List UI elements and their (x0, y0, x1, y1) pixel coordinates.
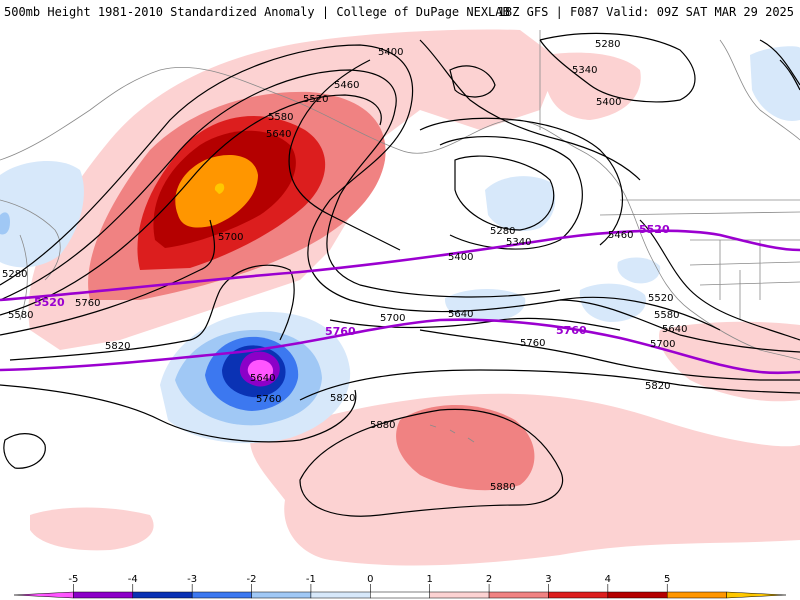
colorbar-swatch (370, 591, 430, 599)
colorbar-swatch (726, 591, 787, 599)
anomaly-area-pos3 (30, 507, 154, 551)
contour-label: 5580 (654, 310, 679, 321)
colorbar-swatch (607, 591, 668, 599)
contour-label: 5640 (250, 373, 275, 384)
purple-contour-5760 (0, 318, 800, 375)
purple-contours (0, 229, 800, 375)
colorbar-ticks: -5 -4 -3 -2 -1 0 1 2 3 4 5 (68, 574, 670, 592)
contour-label: 5520 (303, 94, 328, 105)
anomaly-area-pos7 (396, 405, 535, 491)
contour-label: 5460 (334, 80, 359, 91)
height-contours (0, 32, 800, 517)
colorbar-tick-label: 3 (545, 574, 551, 585)
anomaly-area-neg2 (0, 212, 10, 235)
anomaly-area-neg13 (750, 46, 800, 121)
contour-label: 5640 (448, 309, 473, 320)
colorbar-tick-label: 0 (367, 574, 373, 585)
contour-label: 5580 (8, 310, 33, 321)
contour-label: 5520 (648, 293, 673, 304)
colorbar-tick-label: -1 (306, 574, 316, 585)
colorbar: -5 -4 -3 -2 -1 0 1 2 3 4 5 (13, 574, 787, 599)
anomaly-area-pos4 (659, 321, 800, 402)
contour-label: 5340 (572, 65, 597, 76)
contour-label: 5820 (645, 381, 670, 392)
colorbar-swatch (13, 591, 74, 599)
colorbar-swatch (191, 591, 252, 599)
purple-contour-label: 5760 (325, 325, 356, 338)
contour-label: 5880 (370, 420, 395, 431)
contour-label: 5280 (595, 39, 620, 50)
contour-label: 5880 (490, 482, 515, 493)
purple-contour-label: 5520 (639, 223, 670, 236)
colorbar-tick-label: 1 (427, 574, 433, 585)
colorbar-swatch (666, 591, 727, 599)
colorbar-swatches (13, 591, 787, 599)
anomaly-area-pos11 (214, 183, 225, 194)
contour-label: 5640 (662, 324, 687, 335)
contour-label: 5640 (266, 129, 291, 140)
colorbar-tick-label: -5 (68, 574, 78, 585)
contour-label: 5340 (506, 237, 531, 248)
header: 500mb Height 1981-2010 Standardized Anom… (0, 0, 800, 24)
colorbar-tick-label: -2 (247, 574, 257, 585)
contour-label: 5760 (75, 298, 100, 309)
contour-label: 5700 (650, 339, 675, 350)
colorbar-swatch (73, 591, 134, 599)
anomaly-map: 5400 5280 5340 5400 5460 5520 5580 5640 … (0, 29, 800, 566)
contour-label: 5460 (608, 230, 633, 241)
contour-label: 5400 (448, 252, 473, 263)
colorbar-swatch (132, 591, 193, 599)
contour-label: 5280 (490, 226, 515, 237)
purple-contour-labels: 5520 5520 5760 5760 (34, 223, 670, 338)
colorbar-tick-label: 2 (486, 574, 492, 585)
colorbar-swatch (429, 591, 490, 599)
contour-label: 5820 (105, 341, 130, 352)
colorbar-tick-label: -3 (187, 574, 197, 585)
colorbar-swatch (251, 591, 312, 599)
colorbar-tick-label: 4 (605, 574, 611, 585)
colorbar-tick-label: -4 (128, 574, 138, 585)
colorbar-tick-label: 5 (664, 574, 670, 585)
purple-contour-label: 5520 (34, 296, 65, 309)
map-title: 500mb Height 1981-2010 Standardized Anom… (4, 5, 510, 19)
purple-contour-label: 5760 (556, 324, 587, 337)
contour-label: 5280 (2, 269, 27, 280)
contour-label: 5760 (520, 338, 545, 349)
anomaly-area-neg8 (247, 359, 274, 381)
contour-label: 5820 (330, 393, 355, 404)
anomaly-area-neg11 (579, 283, 646, 322)
contour-label: 5700 (380, 313, 405, 324)
anomaly-area-neg9 (485, 176, 556, 232)
purple-contour-5520 (0, 229, 800, 302)
contour-label: 5400 (596, 97, 621, 108)
anomaly-shading (0, 29, 800, 566)
contour-label: 5580 (268, 112, 293, 123)
contour-labels: 5400 5280 5340 5400 5460 5520 5580 5640 … (2, 39, 687, 493)
contour-label: 5760 (256, 394, 281, 405)
colorbar-swatch (548, 591, 609, 599)
contour-label: 5400 (378, 47, 403, 58)
model-run-info: 18Z GFS | F087 Valid: 09Z SAT MAR 29 202… (497, 5, 794, 19)
colorbar-swatch (310, 591, 371, 599)
anomaly-area-neg1 (0, 160, 84, 268)
anomaly-area-neg12 (617, 257, 661, 284)
contour-label: 5700 (218, 232, 243, 243)
colorbar-swatch (488, 591, 549, 599)
